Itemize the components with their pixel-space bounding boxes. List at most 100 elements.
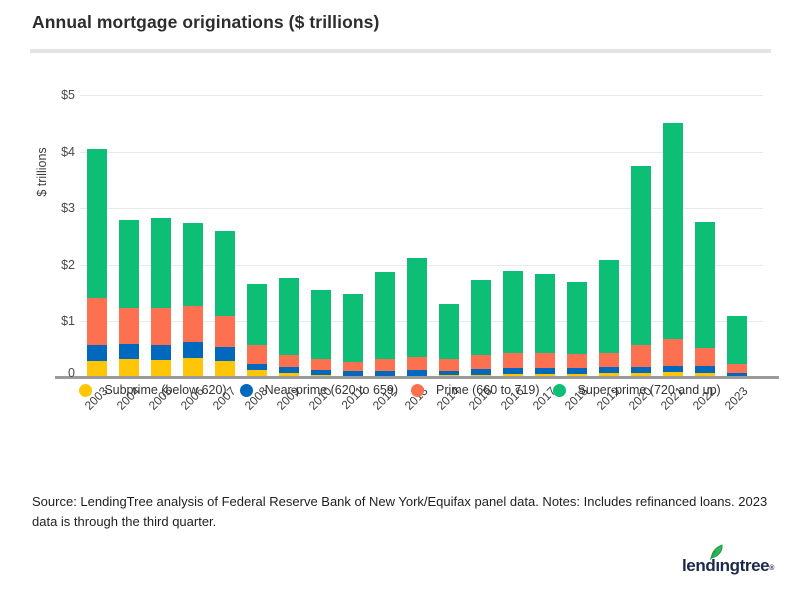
bar-segment (534, 274, 555, 354)
legend-item: Prime (660 to 719) (411, 383, 540, 397)
gridline (80, 95, 763, 96)
bar-2013 (406, 258, 427, 378)
bar-segment (598, 373, 619, 378)
bar-segment (374, 358, 395, 371)
bar-segment (406, 370, 427, 376)
bar-2022 (694, 222, 715, 378)
bar-segment (214, 230, 235, 317)
bar-segment (214, 316, 235, 347)
bar-2010 (310, 290, 331, 378)
gridline (80, 208, 763, 210)
bar-segment (662, 122, 683, 339)
logo-dotless-i: ı (715, 556, 720, 575)
bar-segment (278, 354, 299, 368)
legend-item: Super-prime (720 and up) (552, 383, 721, 397)
bar-segment (86, 361, 107, 378)
bar-segment (598, 367, 619, 374)
bar-segment (118, 344, 139, 360)
bar-segment (694, 373, 715, 378)
bar-segment (630, 166, 651, 345)
bar-segment (182, 222, 203, 307)
bar-segment (470, 354, 491, 369)
title-divider (30, 49, 771, 53)
logo-part1: lend (681, 556, 716, 575)
legend-label: Super-prime (720 and up) (577, 383, 721, 397)
bar-segment (246, 283, 267, 346)
bar-segment (182, 358, 203, 378)
bar-segment (694, 348, 715, 367)
bar-2017 (534, 274, 555, 378)
bar-segment (726, 316, 747, 365)
bar-segment (694, 222, 715, 349)
bar-segment (630, 344, 651, 367)
bar-segment (150, 218, 171, 309)
bar-segment (630, 366, 651, 374)
bar-segment (214, 361, 235, 378)
bar-segment (438, 304, 459, 360)
bar-segment (118, 220, 139, 308)
chart-section: $ trillions 0 $1 $2 $3 $4 $5 2003 2004 2005 2006 2… (0, 62, 800, 442)
bar-segment (310, 290, 331, 359)
bar-segment (502, 352, 523, 369)
bar-segment (406, 357, 427, 371)
logo-part2: ngtree (719, 556, 770, 575)
bar-2011 (342, 293, 363, 378)
bar-segment (310, 370, 331, 376)
bar-2006 (182, 222, 203, 378)
y-tick-label: $3 (61, 201, 75, 216)
bar-2009 (278, 277, 299, 378)
y-tick-label: $4 (61, 144, 75, 159)
legend-dot-icon (552, 383, 566, 397)
legend-label: Near-prime (620 to 659) (264, 383, 399, 397)
logo-trademark: ® (769, 565, 774, 572)
bar-segment (662, 365, 683, 373)
leaf-icon (709, 544, 723, 560)
bar-segment (278, 367, 299, 374)
bar-segment (182, 341, 203, 359)
bar-2020 (630, 166, 651, 378)
bar-2023 (726, 316, 747, 378)
legend-dot-icon (79, 383, 93, 397)
bar-2019 (598, 259, 619, 378)
bar-segment (86, 344, 107, 362)
bar-2018 (566, 282, 587, 378)
legend-item: Subprime (below 620) (79, 383, 227, 397)
plot-area (80, 95, 763, 378)
bar-2008 (246, 283, 267, 378)
bar-segment (694, 366, 715, 374)
bar-segment (310, 358, 331, 371)
bar-2004 (118, 220, 139, 378)
bar-segment (662, 338, 683, 366)
bar-segment (438, 359, 459, 371)
bar-segment (438, 370, 459, 376)
legend-item: Near-prime (620 to 659) (239, 383, 399, 397)
bar-2014 (438, 304, 459, 378)
y-tick-label: $5 (61, 88, 75, 102)
gridline (80, 151, 763, 153)
y-tick-label: $1 (61, 314, 75, 329)
bar-segment (118, 359, 139, 378)
bar-segment (598, 259, 619, 353)
bar-segment (406, 258, 427, 358)
legend-dot-icon (411, 383, 425, 397)
x-axis-line (55, 376, 779, 379)
source-note: Source: LendingTree analysis of Federal … (32, 494, 768, 529)
bar-segment (630, 373, 651, 378)
bar-segment (726, 364, 747, 373)
bar-segment (566, 282, 587, 354)
bar-segment (246, 363, 267, 371)
bar-segment (342, 362, 363, 372)
bar-segment (150, 344, 171, 360)
legend-label: Prime (660 to 719) (436, 383, 540, 397)
bar-segment (566, 353, 587, 369)
bar-2007 (214, 230, 235, 378)
bar-segment (374, 272, 395, 359)
bar-2012 (374, 272, 395, 378)
bar-segment (470, 368, 491, 375)
lendingtree-logo: lendıngtree® (682, 543, 774, 579)
logo-text: lendıngtree® (681, 544, 774, 582)
bar-segment (374, 370, 395, 376)
bar-segment (150, 308, 171, 345)
y-tick-label: $2 (61, 257, 75, 272)
